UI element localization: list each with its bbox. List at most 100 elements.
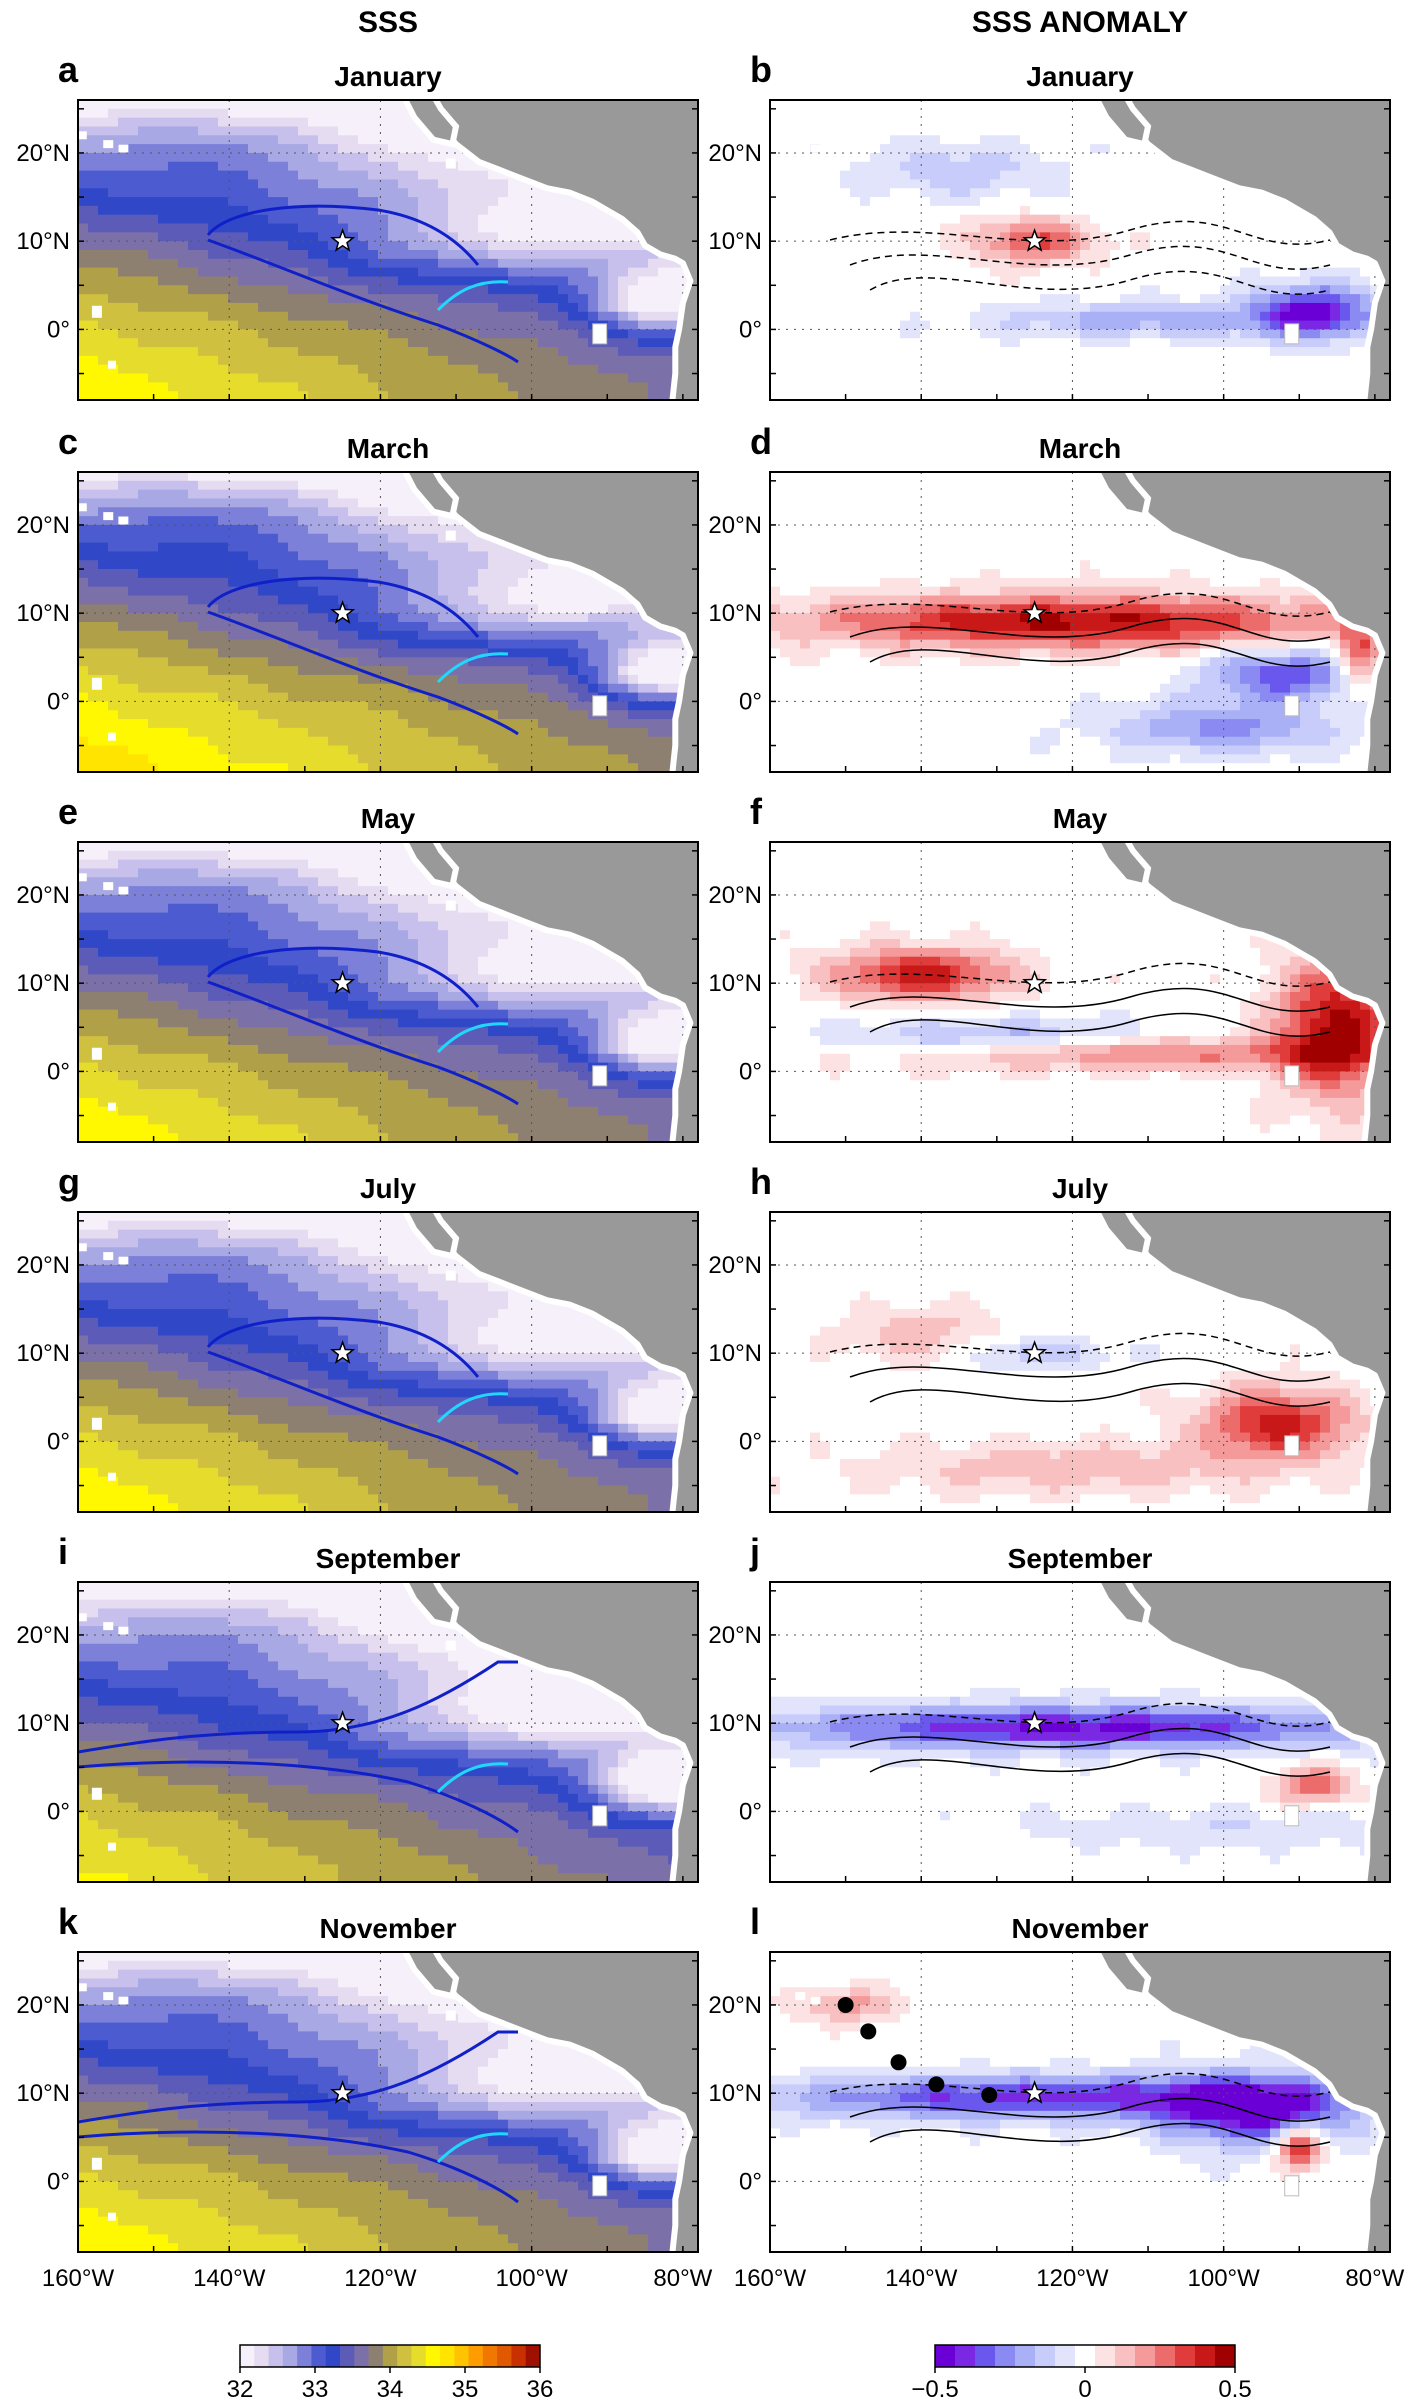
sss-34-contour-south: [78, 1760, 519, 1834]
anomaly-contour: [869, 1012, 1331, 1037]
map-frame: [77, 1211, 699, 1513]
baja-peninsula: [1094, 1582, 1152, 1630]
land-mass: [422, 1212, 698, 1512]
reference-star-marker: [1022, 600, 1048, 624]
map-panel-k: 20°N 10°N 0° k November 160°W 140°W 120°W 100°W 8…: [16, 1901, 712, 2292]
map-panel-i: 20°N 10°N 0° i September: [16, 1531, 699, 1883]
sss-33-contour: [436, 652, 509, 684]
map-panel-l: 20°N 10°N 0° l November 160°W 140°W 120°W 100°W 8…: [708, 1901, 1404, 2292]
colorbar-swatch: [354, 2345, 370, 2367]
panel-title-d: March: [1039, 433, 1121, 464]
map-field: [770, 1582, 1390, 1882]
baja-peninsula: [1094, 472, 1152, 520]
baja-peninsula: [402, 1952, 460, 2000]
lat-tick-label: 20°N: [708, 512, 762, 539]
sss-34-contour-south: [207, 238, 519, 364]
colorbar-tick-label: 33: [302, 2376, 329, 2401]
anomaly-contour: [829, 2072, 1331, 2097]
anomaly-contour: [869, 1382, 1331, 1407]
colorbar-swatch: [454, 2345, 470, 2367]
galapagos-island: [1284, 323, 1300, 345]
colorbar-swatch: [382, 2345, 398, 2367]
sss-34-contour: [78, 1660, 518, 1754]
hawaii-island: [810, 1996, 821, 2005]
colorbar-swatch: [311, 2345, 327, 2367]
reference-star-marker: [330, 2080, 356, 2104]
hawaii-island: [810, 1256, 821, 1265]
baja-peninsula: [402, 1582, 460, 1630]
panel-letter-e: e: [58, 791, 78, 832]
lat-tick-label: 0°: [739, 316, 762, 343]
sss-33-contour: [436, 1392, 509, 1424]
track-point: [890, 2054, 907, 2071]
land-mass: [422, 1582, 698, 1882]
anomaly-contour: [829, 1702, 1331, 1727]
anomaly-contour: [849, 617, 1331, 642]
map-frame: [769, 841, 1391, 1143]
lat-tick-label: 20°N: [708, 1622, 762, 1649]
lat-tick-label: 20°N: [708, 140, 762, 167]
revillagigedo-island: [1137, 2010, 1148, 2021]
colorbar-tick-label: 0.5: [1218, 2376, 1251, 2401]
line-island: [108, 1472, 117, 1481]
reference-star-marker: [1022, 228, 1048, 252]
line-island: [108, 732, 117, 741]
hawaii-island: [78, 131, 87, 140]
lat-tick-label: 10°N: [708, 970, 762, 997]
panel-letter-g: g: [58, 1161, 80, 1202]
lon-tick-label: 80°W: [1345, 2265, 1404, 2292]
colorbar-swatch: [1055, 2345, 1076, 2367]
colorbar-swatch: [1215, 2345, 1236, 2367]
hawaii-island: [118, 1996, 129, 2005]
line-island: [91, 677, 102, 690]
hawaii-island: [78, 1613, 87, 1622]
map-field: [770, 100, 1390, 400]
panel-letter-k: k: [58, 1901, 79, 1942]
panel-title-k: November: [320, 1913, 457, 1944]
line-island: [800, 1842, 809, 1851]
map-frame: [77, 471, 699, 773]
colorbar-swatch: [975, 2345, 996, 2367]
colorbar-swatch: [1075, 2345, 1096, 2367]
land-mass: [1114, 842, 1390, 1142]
colorbar-swatch: [955, 2345, 976, 2367]
sss-34-contour-south: [207, 980, 519, 1106]
anomaly-contour: [829, 962, 1331, 987]
baja-peninsula: [1094, 1952, 1152, 2000]
panel-title-g: July: [360, 1173, 416, 1204]
map-panel-e: 20°N 10°N 0° e May: [16, 791, 699, 1143]
colorbar-tick-label: 34: [377, 2376, 404, 2401]
lat-tick-label: 10°N: [708, 600, 762, 627]
track-point: [928, 2076, 945, 2093]
colorbar-swatch: [995, 2345, 1016, 2367]
sss-34-contour-south: [78, 2130, 519, 2204]
colorbar-swatch: [1155, 2345, 1176, 2367]
reference-star-marker: [1022, 2080, 1048, 2104]
line-island: [91, 1047, 102, 1060]
lat-tick-label: 10°N: [16, 2080, 70, 2107]
lon-tick-label: 160°W: [42, 2265, 115, 2292]
anomaly-contour: [829, 220, 1331, 245]
hawaii-island: [770, 1243, 779, 1252]
colorbar-tick-label: 0: [1078, 2376, 1091, 2401]
panel-letter-f: f: [750, 791, 763, 832]
lat-tick-label: 20°N: [16, 1252, 70, 1279]
colorbar-swatch: [1195, 2345, 1216, 2367]
lat-tick-label: 10°N: [16, 600, 70, 627]
galapagos-island: [1284, 2175, 1300, 2197]
lon-tick-label: 100°W: [496, 2265, 569, 2292]
map-frame: [77, 1581, 699, 1883]
lat-tick-label: 20°N: [16, 512, 70, 539]
colorbar-swatch: [511, 2345, 527, 2367]
lon-tick-label: 160°W: [734, 2265, 807, 2292]
hawaii-island: [118, 886, 129, 895]
panel-letter-h: h: [750, 1161, 772, 1202]
map-panel-a: 20°N 10°N 0° a January: [16, 49, 699, 401]
sss-33-contour: [436, 280, 509, 312]
reference-star-marker: [330, 970, 356, 994]
revillagigedo-island: [445, 900, 456, 911]
lat-tick-label: 0°: [739, 2168, 762, 2195]
sss-34-contour: [206, 576, 480, 638]
galapagos-island: [592, 2175, 608, 2197]
